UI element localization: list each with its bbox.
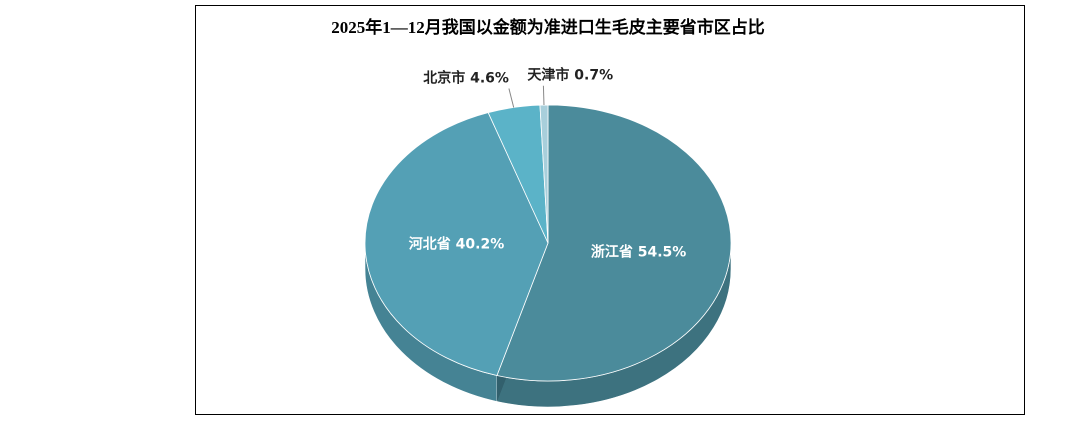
value-label: 54.5% xyxy=(638,245,687,261)
category-label: 河北省 xyxy=(409,236,451,253)
data-label: 河北省 40.2% xyxy=(409,236,504,253)
category-label: 天津市 xyxy=(527,67,569,84)
data-label: 天津市 0.7% xyxy=(527,67,613,84)
slice xyxy=(364,112,549,376)
chart-title: 2025年1—12月我国以金额为准进口生毛皮主要省市区占比 xyxy=(331,17,765,37)
data-label: 北京市 4.6% xyxy=(423,69,509,86)
value-label: 40.2% xyxy=(456,237,505,253)
value-label: 4.6% xyxy=(470,70,509,86)
category-label: 北京市 xyxy=(423,69,465,86)
slice xyxy=(496,104,732,382)
leader-line xyxy=(542,85,545,106)
leader-line xyxy=(508,88,515,108)
category-label: 浙江省 xyxy=(591,244,633,261)
data-label: 浙江省 54.5% xyxy=(591,244,686,261)
value-label: 0.7% xyxy=(574,68,613,84)
